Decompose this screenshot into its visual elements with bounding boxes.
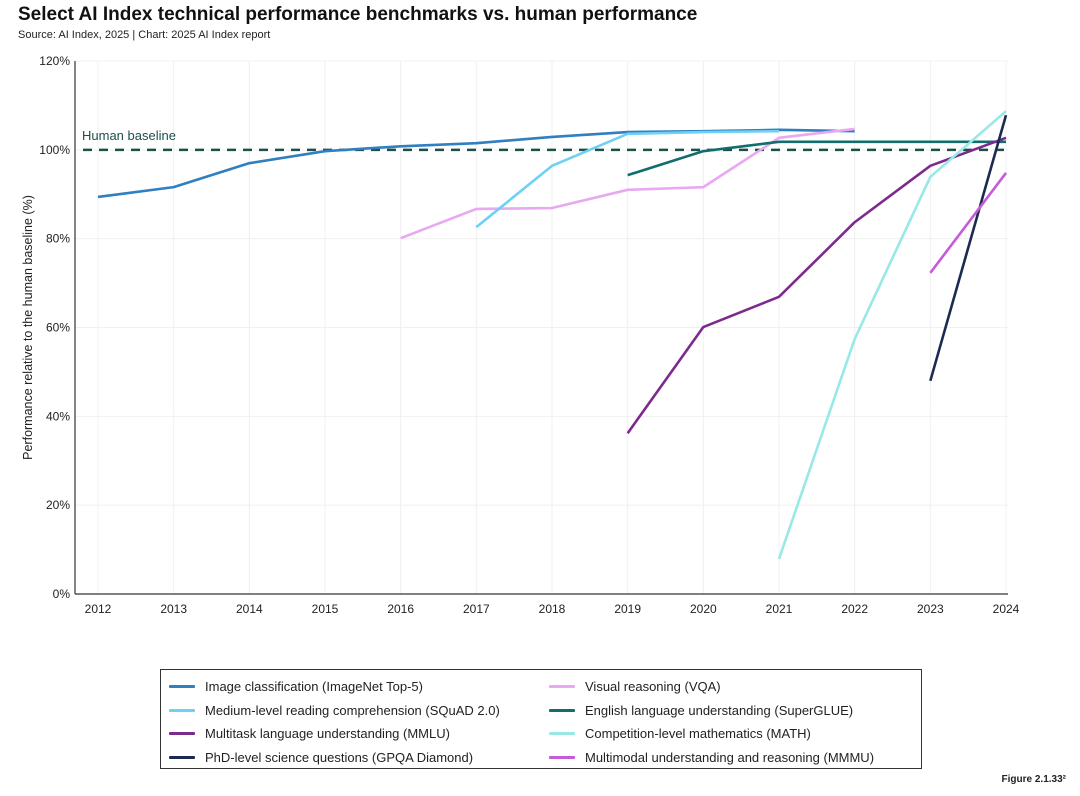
series-line	[777, 110, 1007, 560]
y-tick-label: 100%	[39, 143, 70, 157]
legend-item: Image classification (ImageNet Top-5)	[169, 677, 549, 696]
series-line	[929, 114, 1008, 382]
legend-swatch	[169, 755, 195, 759]
legend-item: English language understanding (SuperGLU…	[549, 701, 919, 720]
y-tick-label: 60%	[46, 321, 70, 335]
legend-label: Image classification (ImageNet Top-5)	[205, 679, 423, 694]
x-tick-label: 2023	[917, 602, 944, 616]
legend-swatch	[549, 732, 575, 735]
series-line	[626, 136, 1007, 434]
legend-item: Competition-level mathematics (MATH)	[549, 724, 919, 743]
series-line	[400, 127, 855, 240]
legend-swatch	[169, 732, 195, 735]
legend-label: Medium-level reading comprehension (SQuA…	[205, 702, 500, 718]
legend-label: Visual reasoning (VQA)	[585, 679, 721, 694]
x-tick-label: 2022	[841, 602, 868, 616]
x-tick-label: 2014	[236, 602, 263, 616]
legend-label: Multitask language understanding (MMLU)	[205, 726, 450, 741]
legend-swatch	[549, 755, 575, 759]
x-tick-label: 2021	[766, 602, 793, 616]
series-line	[475, 129, 780, 229]
legend-item: Multitask language understanding (MMLU)	[169, 724, 549, 743]
x-tick-label: 2013	[160, 602, 187, 616]
x-tick-label: 2015	[312, 602, 339, 616]
line-chart: 2012 2013 2014 2015 2016 2017 2018 2019 2020 2021…	[21, 54, 1020, 616]
legend-label: English language understanding (SuperGLU…	[585, 702, 854, 718]
y-tick-label: 40%	[46, 409, 70, 423]
legend-item: Visual reasoning (VQA)	[549, 677, 919, 696]
x-tick-label: 2018	[539, 602, 566, 616]
legend-swatch	[169, 685, 195, 688]
chart-subtitle: Source: AI Index, 2025 | Chart: 2025 AI …	[18, 29, 271, 41]
x-tick-label: 2012	[85, 602, 112, 616]
legend-item: Medium-level reading comprehension (SQuA…	[169, 701, 549, 720]
x-tick-label: 2016	[387, 602, 414, 616]
legend: Image classification (ImageNet Top-5) Vis…	[160, 669, 922, 769]
y-tick-label: 80%	[46, 232, 70, 246]
y-tick-label: 20%	[46, 498, 70, 512]
legend-swatch	[169, 708, 195, 712]
legend-swatch	[549, 685, 575, 688]
figure-label: Figure 2.1.33²	[1001, 774, 1066, 785]
legend-label: PhD-level science questions (GPQA Diamon…	[205, 749, 474, 765]
legend-item: Multimodal understanding and reasoning (…	[549, 748, 919, 767]
x-tick-label: 2019	[614, 602, 641, 616]
legend-item: PhD-level science questions (GPQA Diamon…	[169, 748, 549, 767]
series-line	[929, 172, 1008, 274]
y-axis-label: Performance relative to the human baseli…	[21, 195, 35, 460]
legend-swatch	[549, 708, 575, 712]
y-tick-label: 0%	[53, 587, 71, 601]
x-tick-label: 2024	[993, 602, 1020, 616]
x-tick-label: 2017	[463, 602, 490, 616]
human-baseline-label: Human baseline	[82, 128, 176, 143]
legend-label: Multimodal understanding and reasoning (…	[585, 749, 875, 765]
chart-title: Select AI Index technical performance be…	[18, 4, 698, 25]
legend-label: Competition-level mathematics (MATH)	[585, 726, 811, 741]
x-tick-label: 2020	[690, 602, 717, 616]
series-line	[627, 140, 1006, 177]
y-tick-label: 120%	[39, 54, 70, 68]
